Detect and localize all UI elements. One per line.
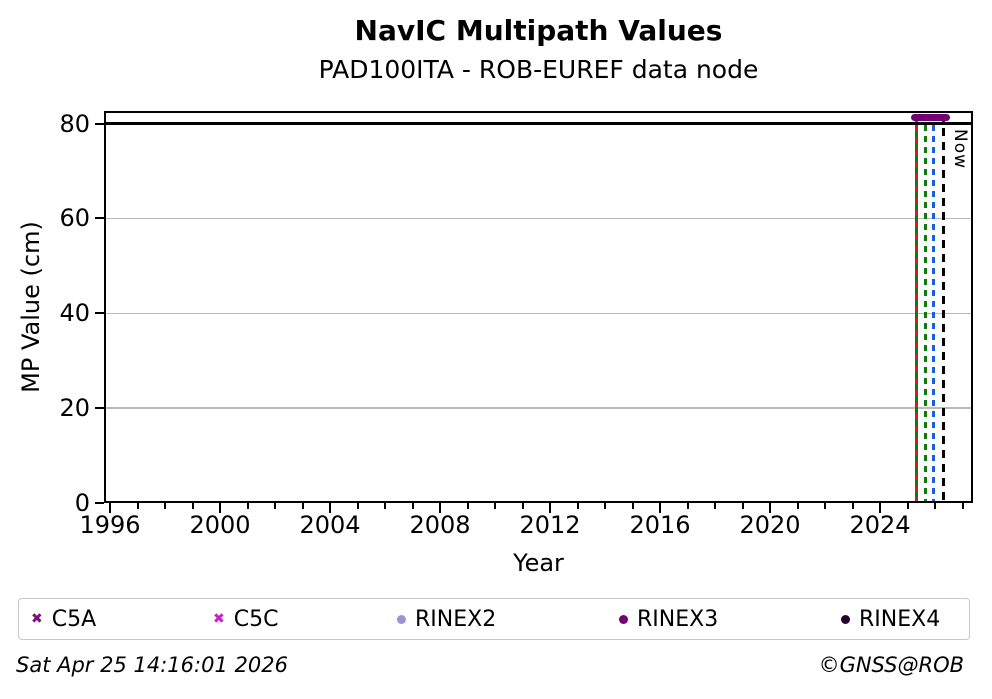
legend: ✖ C5A ✖ C5C RINEX2 RINEX3 RINEX4 [18, 598, 970, 640]
x-minor-tick [466, 503, 469, 509]
x-tick-label: 2008 [409, 511, 471, 539]
x-major-tick [329, 503, 331, 513]
cap-line-80 [104, 122, 973, 125]
x-minor-tick [384, 503, 386, 509]
legend-item-c5c: ✖ C5C [213, 599, 278, 639]
y-tick [95, 122, 104, 125]
x-tick-label: 2000 [189, 511, 251, 539]
x-minor-tick [714, 503, 716, 509]
legend-label: RINEX4 [859, 606, 941, 632]
y-tick-label: 60 [59, 204, 90, 233]
x-minor-tick [934, 503, 936, 509]
x-major-tick [109, 503, 111, 513]
x-minor-tick [246, 503, 249, 509]
x-minor-tick [576, 503, 579, 509]
x-tick-label: 2016 [629, 511, 691, 539]
circle-marker-icon [619, 614, 628, 624]
x-marker-icon: ✖ [213, 611, 225, 627]
legend-item-rinex2: RINEX2 [397, 599, 496, 639]
circle-marker-icon [841, 614, 850, 624]
legend-item-c5a: ✖ C5A [31, 599, 96, 639]
y-tick [95, 502, 104, 504]
x-tick-label: 1996 [79, 511, 141, 539]
chart-subtitle: PAD100ITA - ROB-EUREF data node [318, 55, 759, 84]
reference-line-event-blue-dashed [932, 114, 936, 501]
x-tick-label: 2020 [739, 511, 801, 539]
x-minor-tick [274, 503, 276, 509]
y-tick [95, 312, 104, 315]
x-minor-tick [686, 503, 689, 509]
x-minor-tick [136, 503, 139, 509]
y-gridline [106, 312, 971, 314]
credit-text: ©GNSS@ROB [818, 653, 964, 677]
reference-line-event-green-dashed [923, 114, 927, 501]
x-minor-tick [301, 503, 304, 509]
y-gridline [106, 217, 971, 220]
x-axis-label: Year [513, 549, 564, 577]
data-marker-band [911, 113, 950, 121]
x-major-tick [219, 503, 221, 513]
x-minor-tick [631, 503, 634, 509]
x-minor-tick [851, 503, 854, 509]
x-tick-label: 2004 [299, 511, 361, 539]
y-tick [95, 407, 104, 410]
x-tick-label: 2012 [519, 511, 581, 539]
x-major-tick [659, 503, 661, 513]
y-tick-label: 40 [59, 299, 90, 328]
legend-label: RINEX3 [637, 606, 719, 632]
x-minor-tick [356, 503, 359, 509]
x-major-tick [549, 503, 551, 513]
x-major-tick [769, 503, 771, 513]
reference-line-event-red-dashed [915, 114, 919, 501]
x-minor-tick [411, 503, 414, 509]
x-major-tick [879, 503, 881, 513]
chart-title: NavIC Multipath Values [354, 14, 723, 47]
x-minor-tick [604, 503, 606, 509]
x-minor-tick [191, 503, 194, 509]
legend-label: C5C [233, 606, 279, 632]
y-tick [95, 217, 104, 220]
y-tick-label: 0 [74, 489, 90, 517]
x-minor-tick [796, 503, 799, 509]
x-minor-tick [494, 503, 496, 509]
y-gridline [106, 407, 971, 409]
legend-item-rinex4: RINEX4 [841, 599, 940, 639]
timestamp-text: Sat Apr 25 14:16:01 2026 [16, 653, 288, 677]
now-annotation: Now [950, 129, 970, 170]
x-minor-tick [824, 503, 826, 509]
x-minor-tick [906, 503, 909, 509]
legend-item-rinex3: RINEX3 [619, 599, 718, 639]
x-minor-tick [164, 503, 166, 509]
x-minor-tick [741, 503, 744, 509]
x-tick-label: 2024 [849, 511, 911, 539]
reference-line-now-line [942, 114, 946, 501]
plot-frame [104, 111, 973, 503]
y-tick-label: 80 [59, 109, 90, 138]
legend-label: RINEX2 [415, 606, 497, 632]
circle-marker-icon [397, 614, 406, 624]
x-minor-tick [521, 503, 524, 509]
x-major-tick [439, 503, 441, 513]
x-minor-tick [961, 503, 964, 509]
y-tick-label: 20 [59, 394, 90, 423]
legend-label: C5A [51, 606, 97, 632]
x-marker-icon: ✖ [31, 611, 43, 627]
